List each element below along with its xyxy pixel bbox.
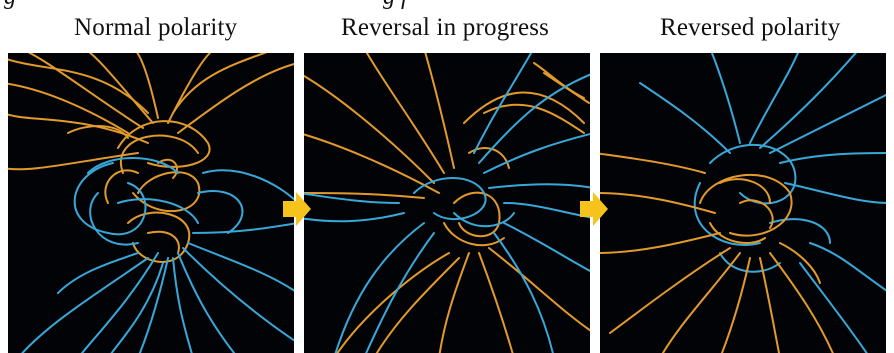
panel-reversal-in-progress bbox=[304, 53, 590, 353]
transition-arrow-icon bbox=[580, 192, 608, 226]
cut-off-heading-left: g bbox=[4, 0, 16, 11]
cut-off-heading-right: g f bbox=[383, 0, 408, 11]
caption-reversed-polarity: Reversed polarity bbox=[660, 14, 841, 41]
field-lines-reversal-in-progress bbox=[304, 53, 590, 353]
transition-arrow-icon bbox=[283, 192, 311, 226]
field-lines-reversed-polarity bbox=[600, 53, 886, 353]
caption-reversal-in-progress: Reversal in progress bbox=[341, 14, 550, 41]
panel-normal-polarity bbox=[8, 53, 294, 353]
field-lines-normal-polarity bbox=[8, 53, 294, 353]
caption-normal-polarity: Normal polarity bbox=[74, 14, 238, 41]
panel-reversed-polarity bbox=[600, 53, 886, 353]
cut-off-heading: g g f bbox=[0, 0, 894, 12]
